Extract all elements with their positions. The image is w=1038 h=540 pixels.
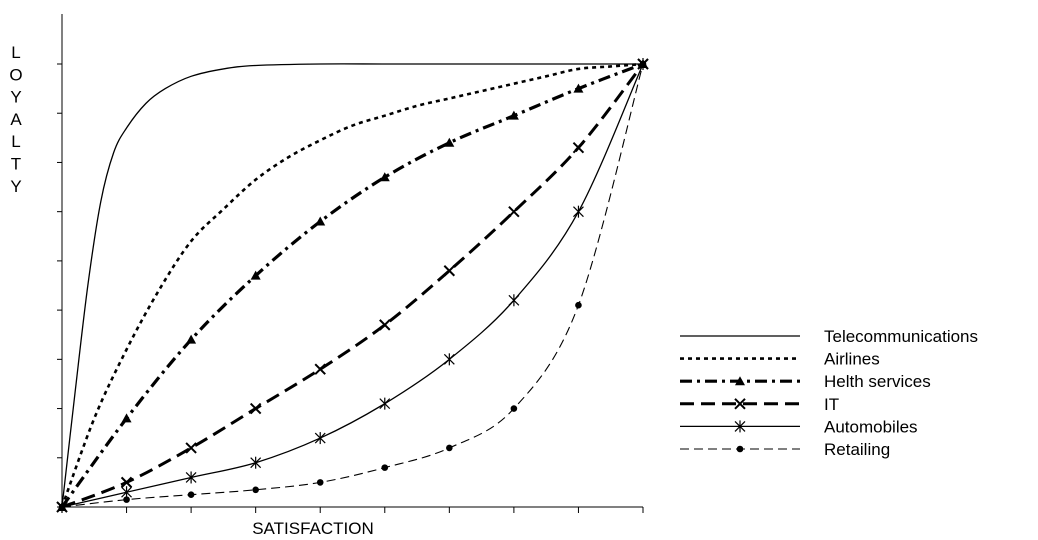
legend-label-it: IT	[824, 395, 839, 414]
data-point-retailing-2	[187, 491, 195, 498]
legend-marker-automobiles	[734, 420, 746, 433]
legend-marker-helth-services	[735, 376, 745, 386]
legend-entry-it: IT	[680, 395, 839, 414]
data-point-helth-services-5	[379, 172, 390, 182]
legend-marker-it	[734, 398, 746, 410]
data-point-automobiles-7	[508, 294, 520, 307]
data-point-retailing-6	[446, 444, 453, 452]
series-it	[56, 58, 649, 513]
legend-label-helth-services: Helth services	[824, 372, 931, 391]
legend-entry-retailing: Retailing	[680, 440, 890, 459]
data-point-helth-services-6	[444, 137, 455, 147]
series-line-automobiles	[61, 63, 644, 508]
y-axis-label-letter: Y	[10, 88, 21, 107]
y-axis-label-letter: L	[11, 132, 20, 151]
series-airlines	[60, 62, 644, 508]
data-point-automobiles-8	[573, 205, 584, 218]
series-line-airlines	[60, 62, 644, 508]
series-line-helth-services	[60, 62, 644, 508]
data-point-retailing-4	[316, 479, 324, 486]
data-point-automobiles-6	[443, 353, 455, 366]
data-point-retailing-3	[252, 486, 259, 494]
y-axis-label-letter: T	[11, 155, 21, 174]
x-axis-label: SATISFACTION	[252, 519, 374, 538]
series-line-telecommunications	[61, 63, 643, 508]
data-point-retailing-9	[639, 60, 647, 68]
legend-label-automobiles: Automobiles	[824, 417, 918, 436]
series-line-it	[61, 63, 645, 509]
data-point-it-3	[249, 402, 262, 415]
data-point-retailing-7	[510, 405, 518, 412]
legend-label-telecommunications: Telecommunications	[824, 327, 978, 346]
data-point-helth-services-4	[315, 216, 326, 226]
data-point-automobiles-3	[250, 456, 262, 469]
data-point-automobiles-1	[121, 486, 132, 499]
legend-marker-retailing	[736, 445, 744, 453]
data-point-helth-services-1	[121, 413, 132, 423]
data-point-it-6	[443, 265, 456, 277]
y-axis-label-letter: L	[11, 43, 20, 62]
data-point-helth-services-3	[250, 270, 261, 280]
data-point-automobiles-5	[379, 397, 391, 410]
data-point-it-5	[379, 319, 391, 331]
series-retailing	[58, 60, 647, 511]
legend-entry-airlines: Airlines	[680, 350, 880, 369]
data-point-retailing-5	[381, 464, 389, 471]
data-point-helth-services-8	[573, 83, 584, 93]
data-point-retailing-0	[58, 503, 66, 511]
data-point-helth-services-2	[186, 334, 197, 344]
legend-label-retailing: Retailing	[824, 440, 890, 459]
legend-entry-telecommunications: Telecommunications	[680, 327, 978, 346]
legend: Telecommunications Airlines Helth services…	[680, 327, 978, 459]
y-axis-label-letter: A	[10, 110, 22, 129]
legend-label-airlines: Airlines	[824, 350, 880, 369]
y-axis-label-letter: O	[9, 65, 22, 84]
data-point-it-8	[572, 141, 585, 154]
data-point-automobiles-2	[185, 471, 197, 484]
data-point-it-2	[185, 442, 197, 454]
series-telecommunications	[61, 63, 643, 508]
series-layer	[56, 58, 649, 513]
data-point-automobiles-4	[314, 432, 326, 445]
legend-entry-automobiles: Automobiles	[680, 417, 918, 436]
data-point-retailing-8	[575, 301, 582, 309]
y-ticks	[57, 63, 62, 508]
data-point-it-4	[314, 363, 326, 375]
data-point-it-7	[508, 205, 520, 218]
y-axis-label-letter: Y	[10, 177, 21, 196]
data-point-retailing-1	[123, 496, 130, 503]
legend-entry-helth-services: Helth services	[680, 372, 931, 391]
data-point-helth-services-7	[508, 110, 519, 120]
data-point-it-1	[120, 476, 133, 489]
series-automobiles	[56, 58, 649, 513]
